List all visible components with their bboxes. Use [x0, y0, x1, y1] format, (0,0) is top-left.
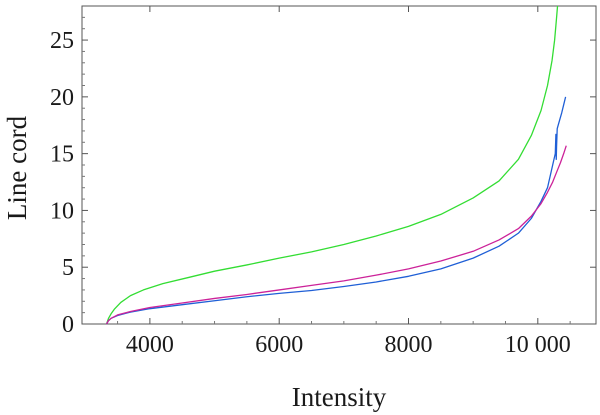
x-tick-label: 6000 — [255, 332, 303, 358]
y-tick-label: 15 — [50, 142, 74, 168]
x-tick-label: 10 000 — [505, 332, 571, 358]
series-lines — [105, 5, 567, 325]
series-line-1 — [105, 5, 559, 325]
x-tick-label: 8000 — [385, 332, 433, 358]
x-axis-title: Intensity — [292, 382, 387, 412]
y-tick-label: 0 — [62, 312, 74, 338]
series-line-2 — [106, 96, 567, 325]
y-axis-title: Line cord — [2, 115, 32, 220]
y-tick-label: 25 — [50, 28, 74, 54]
series-line-3 — [106, 145, 567, 325]
y-tick-label: 10 — [50, 198, 74, 224]
y-tick-label: 20 — [50, 85, 74, 111]
y-tick-label: 5 — [62, 255, 74, 281]
x-tick-label: 4000 — [126, 332, 174, 358]
plot-frame — [81, 5, 597, 325]
y-axis-ticks: 0 5 10 15 20 25 — [50, 16, 596, 338]
x-axis-ticks: 4000 6000 8000 10 000 — [117, 6, 571, 358]
